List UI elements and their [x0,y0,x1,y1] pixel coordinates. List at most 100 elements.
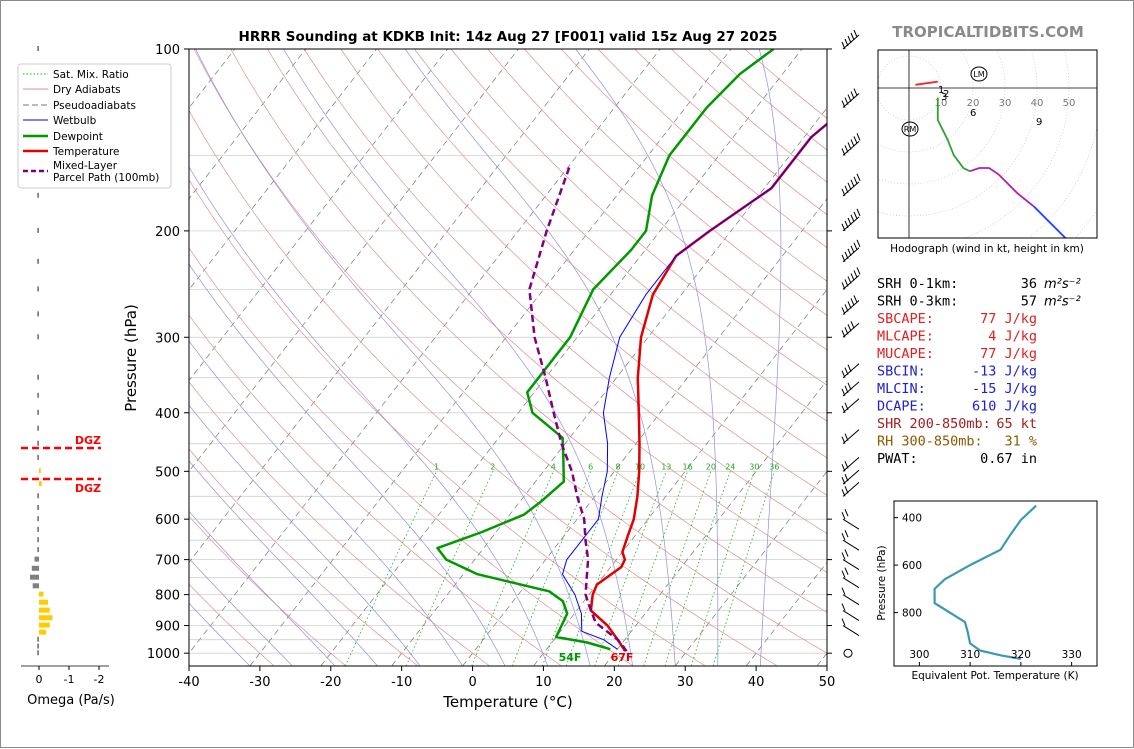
isotherm-line [189,49,307,200]
skewt-axes: 54F 67F -40 -30 -20 -10 0 10 20 30 40 50 100 200 300 40… [147,43,835,690]
moist-adiabat-line [189,404,421,666]
dgz-label-bottom: DGZ [75,482,101,495]
wind-barb-staff [842,594,860,606]
hodograph-ring-label: 20 [967,98,980,109]
calm-wind-circle [843,648,853,658]
legend-label: Sat. Mix. Ratio [53,69,129,81]
omega-bar [37,192,39,198]
mixing-ratio-line [594,471,667,666]
wind-barb-feather [856,239,861,247]
index-value: -15 J/kg [972,381,1037,397]
wind-barb-feather [841,307,846,315]
omega-bar [37,547,39,553]
dry-adiabat-line [377,49,827,459]
moist-adiabat-line [189,602,251,666]
wind-barb-feather [841,330,846,338]
dry-adiabat-line [303,49,827,534]
hodograph-background: 10 20 30 40 50 [878,50,1097,238]
omega-bar [39,599,48,605]
index-value: 0.67 in [980,451,1037,467]
wind-barb-feather [856,133,861,141]
mixing-ratio-label: 13 [661,462,671,471]
moist-adiabat-line [195,49,591,666]
wind-barb-feather [841,405,846,413]
omega-bar [39,591,44,597]
wind-barb-feather [853,29,858,38]
theta-e-frame [893,500,1098,667]
wind-barb-feather [850,245,855,253]
wind-barb-feather [841,388,846,397]
legend-label: Dry Adiabats [53,84,121,96]
wind-barb-feather [844,461,849,469]
omega-bar [39,622,50,628]
hodograph-height-label: 1 [938,85,944,96]
wind-barb-feather [841,511,846,520]
skewt-series [436,49,827,652]
wind-barb-feather [847,94,852,102]
wind-barb-feather [841,464,846,472]
dry-adiabat-line [193,49,827,654]
index-value: 610 J/kg [972,399,1037,415]
wind-barb-feather [844,486,849,494]
wind-barb-feather [844,402,849,410]
wind-barb-feather [850,91,855,99]
isotherm-line [189,49,448,382]
dry-adiabat-line [189,515,347,666]
omega-bar [37,425,39,431]
index-unit: m²s⁻² [1044,277,1081,292]
wind-barb-staff [842,456,860,472]
wind-barb-staff [842,610,860,621]
legend-box [17,63,172,189]
mixing-ratio-line [643,471,712,666]
wind-barb-feather [850,139,855,147]
wind-barb-staff [842,625,860,636]
omega-bar [37,409,39,415]
wind-barb-staff [842,577,860,589]
omega-bar [37,516,39,522]
omega-bar [37,526,39,532]
mixing-ratio-line [344,471,437,666]
moist-adiabat-line [189,166,548,666]
index-unit: m²s⁻² [1044,295,1081,310]
skewt-ylabel: Pressure (hPa) [122,304,140,412]
y-tick-label: 300 [155,331,180,346]
moist-adiabat-line [189,510,336,666]
wind-barb-feather [844,251,849,259]
hodograph-frame [877,49,1098,239]
x-tick-label: 50 [819,675,836,690]
wind-barb-feather [841,436,846,444]
wetbulb-profile-line [562,123,827,650]
wind-barb-feather [841,188,846,197]
wind-barb-feather [847,142,852,150]
isotherm-line [249,49,732,666]
wind-barb-feather [847,382,852,391]
mixing-ratio-label: 36 [769,462,779,471]
moist-adiabat-line [189,557,293,666]
legend-label: Dewpoint [53,131,103,143]
x-tick-label: 0 [468,675,476,690]
hodograph-height-label: 9 [1036,117,1042,128]
omega-tick-label: -1 [64,673,75,686]
wind-barb-feather [853,270,858,278]
wind-barb-feather [844,145,849,153]
wind-barb-staff [842,559,860,571]
wind-barb-feather [844,97,849,105]
wind-barb-feather [841,476,846,485]
skewt-background: 1 2 4 6 8 10 13 16 20 24 30 36 [189,49,827,666]
wind-barb-feather [844,220,849,229]
index-label: RH 300-850mb: [877,434,983,450]
omega-bar [37,227,39,233]
dry-adiabat-line [450,49,827,386]
wind-barb-feather [850,321,855,329]
dry-adiabat-line [189,247,634,666]
wind-barb-feather [844,433,849,441]
mixing-ratio-line [541,471,619,666]
wind-barb-feather [841,489,846,497]
brand-text: TROPICALTIDBITS.COM [892,23,1084,41]
moist-adiabat-line [404,49,676,666]
mixing-ratio-label: 6 [588,462,593,471]
wind-barb-staff [842,469,860,485]
isotherm-line [189,49,661,654]
wind-barb-feather [841,570,846,578]
wind-barb-feather [853,88,858,96]
